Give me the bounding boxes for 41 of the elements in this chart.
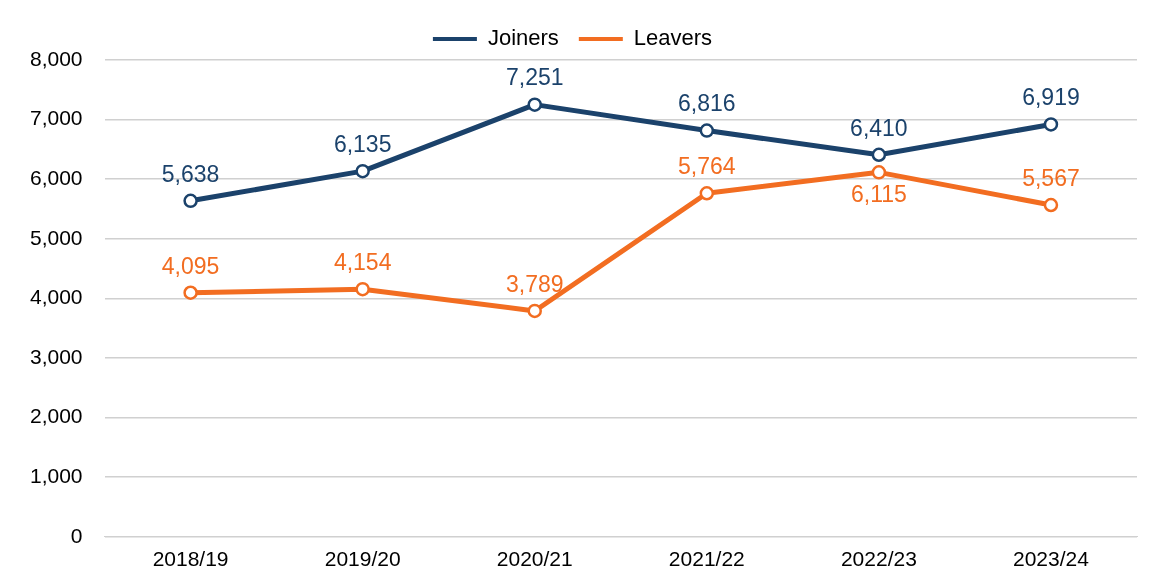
data-label: 6,816 xyxy=(678,90,736,117)
point xyxy=(699,186,715,201)
legend-label: Joiners xyxy=(487,25,559,51)
data-label: 6,919 xyxy=(1022,84,1080,111)
y-tick-label: 4,000 xyxy=(29,285,83,309)
point xyxy=(527,97,542,112)
data-label: 4,154 xyxy=(333,249,392,276)
x-tick-label: 2019/20 xyxy=(324,547,401,571)
point xyxy=(1043,197,1059,213)
y-tick-label: 3,000 xyxy=(29,344,83,368)
data-label: 7,251 xyxy=(505,64,564,91)
point xyxy=(183,285,198,300)
x-tick-label: 2021/22 xyxy=(668,547,745,571)
point xyxy=(871,147,887,163)
data-label: 5,764 xyxy=(678,153,736,180)
y-tick-label: 8,000 xyxy=(29,46,83,70)
point xyxy=(183,193,198,209)
point xyxy=(355,281,370,297)
y-tick-label: 2,000 xyxy=(29,404,83,428)
data-label: 5,567 xyxy=(1022,164,1080,191)
y-tick-label: 5,000 xyxy=(29,225,83,249)
legend-label: Leavers xyxy=(633,25,713,51)
data-label: 6,410 xyxy=(850,114,908,141)
point xyxy=(699,123,715,138)
x-tick-label: 2022/23 xyxy=(840,547,917,571)
y-tick-label: 6,000 xyxy=(29,166,83,189)
data-label: 5,638 xyxy=(161,160,220,187)
data-label: 4,095 xyxy=(161,252,220,279)
y-tick-label: 0 xyxy=(70,523,83,547)
data-label: 3,789 xyxy=(505,270,564,297)
data-label: 6,115 xyxy=(850,181,907,208)
point xyxy=(1043,117,1059,132)
x-tick-label: 2023/24 xyxy=(1013,547,1090,571)
y-tick-label: 7,000 xyxy=(29,106,83,130)
point xyxy=(527,303,542,319)
point xyxy=(355,163,370,179)
y-tick-label: 1,000 xyxy=(29,464,83,487)
x-tick-label: 2020/21 xyxy=(496,547,573,571)
point xyxy=(871,165,887,180)
x-tick-label: 2018/19 xyxy=(152,547,229,571)
data-label: 6,135 xyxy=(333,131,392,157)
